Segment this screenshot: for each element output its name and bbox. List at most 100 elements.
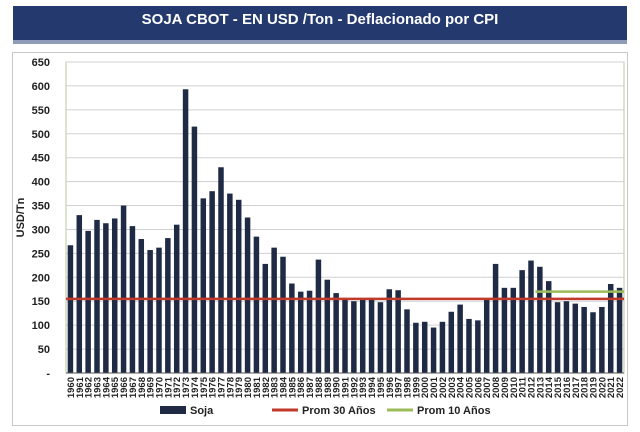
bar-2011	[519, 270, 525, 373]
legend-item: Prom 30 Años	[272, 405, 376, 417]
x-tick-label: 1989	[323, 377, 334, 398]
y-tick-label: 650	[32, 57, 50, 69]
x-tick-label: 1965	[110, 376, 121, 398]
y-tick-label: 100	[32, 320, 50, 332]
bar-2001	[430, 327, 437, 373]
x-tick-label: 1994	[367, 376, 378, 398]
bar-2016	[563, 301, 570, 373]
bar-2018	[581, 306, 587, 373]
bar-2009	[501, 287, 508, 373]
bar-1992	[351, 301, 357, 373]
bar-1976	[209, 191, 215, 373]
x-tick-label: 1966	[119, 377, 130, 398]
legend-label: Prom 10 Años	[417, 405, 491, 417]
y-tick-label: 450	[32, 153, 50, 165]
bar-1987	[306, 290, 313, 373]
y-tick-label: 600	[32, 81, 50, 93]
x-tick-label: 1964	[101, 376, 112, 398]
x-tick-label: 1998	[403, 377, 414, 398]
y-tick-label: 550	[32, 105, 50, 117]
bar-2005	[466, 318, 472, 373]
y-axis-label: USD/Tn	[15, 197, 27, 237]
x-tick-label: 1962	[84, 377, 95, 398]
x-tick-label: 2021	[606, 376, 617, 398]
x-tick-label: 1961	[75, 376, 86, 398]
bar-1991	[342, 298, 348, 373]
x-tick-label: 2000	[420, 377, 431, 398]
x-tick-label: 2016	[562, 377, 573, 398]
legend-label: Prom 30 Años	[302, 405, 376, 417]
bar-1989	[324, 279, 331, 373]
y-tick-label: 350	[32, 201, 50, 213]
x-tick-label: 2014	[544, 376, 555, 398]
x-tick-label: 1996	[385, 377, 396, 398]
bar-1988	[315, 259, 322, 373]
bar-1994	[368, 297, 375, 373]
chart-title: SOJA CBOT - EN USD /Ton - Deflacionado p…	[141, 11, 499, 28]
x-tick-label: 1988	[314, 377, 325, 398]
bar-1996	[386, 289, 393, 373]
x-tick-label: 1963	[93, 377, 104, 398]
bar-1968	[138, 239, 145, 373]
x-tick-label: 1977	[217, 377, 228, 398]
bar-2017	[572, 303, 579, 373]
bar-1974	[191, 126, 198, 373]
x-tick-label: 1980	[243, 377, 254, 398]
bar-1977	[218, 167, 224, 373]
y-tick-label: -	[46, 368, 50, 380]
x-tick-label: 1968	[137, 377, 148, 398]
x-tick-label: 2010	[509, 377, 520, 398]
x-tick-label: 1967	[128, 377, 139, 398]
bar-1980	[244, 217, 251, 373]
bar-1983	[271, 247, 277, 373]
bar-1969	[147, 250, 153, 373]
x-tick-label: 1983	[270, 377, 281, 398]
bar-2007	[483, 298, 490, 373]
x-tick-label: 1970	[155, 377, 166, 398]
bar-1990	[333, 293, 339, 373]
bar-2021	[607, 284, 614, 373]
x-tick-label: 1979	[234, 377, 245, 398]
x-tick-label: 1971	[163, 376, 174, 398]
legend-item: Soja	[160, 405, 214, 417]
x-tick-label: 2002	[438, 377, 449, 398]
x-tick-label: 1973	[181, 377, 192, 398]
x-tick-label: 1975	[199, 376, 210, 398]
y-tick-label: 400	[32, 177, 50, 189]
x-tick-label: 2015	[553, 376, 564, 398]
legend-swatch	[160, 406, 186, 414]
bar-1979	[235, 199, 242, 373]
y-tick-label: 150	[32, 296, 50, 308]
x-tick-label: 1976	[208, 377, 219, 398]
bar-2022	[616, 287, 623, 373]
y-tick-label: 250	[32, 248, 50, 260]
x-tick-label: 2001	[429, 376, 440, 398]
bar-2020	[599, 306, 605, 373]
bar-2006	[475, 320, 481, 373]
bar-2019	[590, 312, 596, 373]
bar-2003	[448, 311, 455, 373]
x-tick-label: 2017	[571, 377, 582, 398]
bar-1981	[253, 236, 260, 373]
x-tick-label: 2003	[447, 377, 458, 398]
x-tick-label: 2011	[518, 376, 529, 397]
legend-item: Prom 10 Años	[387, 405, 491, 417]
bar-1962	[85, 230, 91, 373]
bar-2008	[492, 263, 499, 373]
y-tick-label: 300	[32, 224, 50, 236]
x-tick-label: 1972	[172, 377, 183, 398]
bar-2012	[528, 260, 534, 373]
bar-1995	[377, 302, 384, 373]
title-bar: SOJA CBOT - EN USD /Ton - Deflacionado p…	[13, 6, 627, 44]
x-tick-label: 1982	[261, 377, 272, 398]
x-tick-label: 1995	[376, 376, 387, 398]
x-tick-label: 2007	[482, 377, 493, 398]
bar-1965	[111, 218, 118, 373]
bar-1970	[156, 247, 162, 373]
x-tick-label: 1969	[146, 377, 157, 398]
y-tick-label: 500	[32, 129, 50, 141]
bar-1999	[413, 322, 419, 373]
x-tick-label: 2013	[535, 377, 546, 398]
x-tick-label: 1984	[279, 376, 290, 398]
x-tick-label: 1992	[349, 377, 360, 398]
